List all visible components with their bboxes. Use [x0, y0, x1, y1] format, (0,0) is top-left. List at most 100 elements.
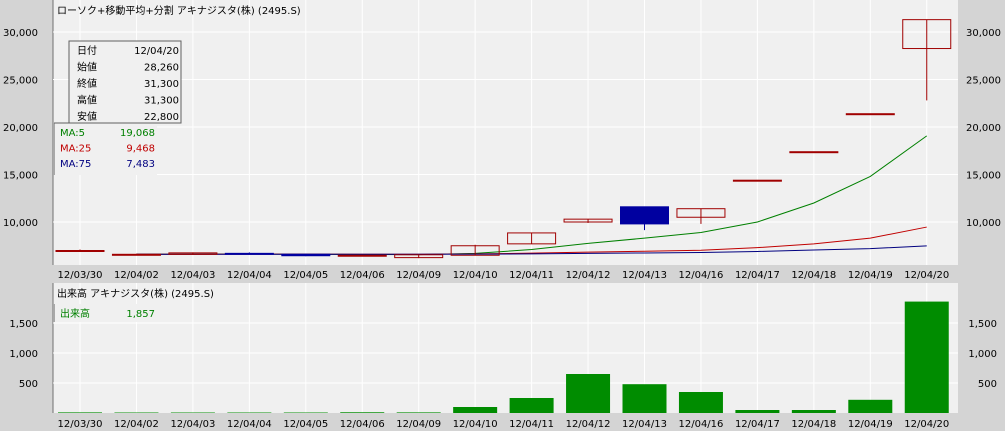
volume-legend-frame [53, 304, 157, 322]
volume-bar [904, 301, 949, 413]
y-tick-label-left: 10,000 [3, 218, 38, 229]
info-box-frame [68, 40, 182, 124]
x-tick-label: 12/03/30 [58, 270, 103, 281]
x-tick-label: 12/03/30 [58, 419, 103, 430]
volume-tick-label-left: 1,500 [9, 319, 38, 330]
x-tick-label: 12/04/10 [453, 270, 498, 281]
x-tick-label: 12/04/17 [735, 419, 780, 430]
candle-body [111, 253, 161, 256]
candle-body [450, 245, 500, 256]
volume-tick-label-right: 1,500 [968, 319, 997, 330]
x-tick-label: 12/04/05 [283, 270, 328, 281]
x-tick-label: 12/04/09 [396, 270, 441, 281]
x-tick-label: 12/04/17 [735, 270, 780, 281]
x-tick-label: 12/04/20 [904, 270, 949, 281]
candle-body [902, 19, 952, 50]
x-tick-label: 12/04/02 [114, 419, 159, 430]
candle-body [676, 208, 726, 218]
volume-bar [396, 412, 441, 413]
volume-bar [678, 392, 723, 413]
info-box: 日付 12/04/20 始値 28,260 終値 31,300 高値 31,300 安値 22,8… [53, 40, 182, 175]
x-tick-label: 12/04/16 [678, 419, 723, 430]
candle-body [507, 232, 557, 245]
info-label: 高値 [77, 94, 97, 107]
volume-bar [566, 374, 611, 413]
x-tick-label: 12/04/06 [340, 419, 385, 430]
ma-legend-frame [53, 123, 157, 175]
candle-body [168, 252, 218, 255]
ma-legend-value: 19,068 [120, 128, 155, 139]
x-tick-label: 12/04/18 [791, 270, 836, 281]
candle-body [732, 179, 782, 182]
candle-body [563, 218, 613, 223]
candle-body [789, 151, 839, 154]
x-tick-label: 12/04/03 [170, 419, 215, 430]
y-tick-label-left: 20,000 [3, 123, 38, 134]
volume-bar [848, 399, 893, 413]
info-value: 22,800 [144, 112, 179, 123]
y-tick-label-right: 30,000 [966, 28, 1001, 39]
x-tick-label: 12/04/10 [453, 419, 498, 430]
y-tick-label-left: 30,000 [3, 28, 38, 39]
x-tick-label: 12/04/12 [566, 419, 611, 430]
volume-tick-label-right: 1,000 [968, 349, 997, 360]
x-tick-label: 12/04/04 [227, 270, 272, 281]
ma-legend-value: 7,483 [126, 159, 155, 170]
info-label: 日付 [77, 44, 97, 57]
volume-bar [622, 384, 667, 413]
volume-bar [58, 412, 102, 413]
x-tick-label: 12/04/19 [848, 419, 893, 430]
x-tick-label: 12/04/12 [566, 270, 611, 281]
info-label: 終値 [77, 77, 97, 90]
candle-body [224, 252, 274, 255]
volume-tick-label-left: 500 [19, 379, 38, 390]
x-tick-label: 12/04/19 [848, 270, 893, 281]
x-tick-label: 12/04/09 [396, 419, 441, 430]
info-value: 28,260 [144, 63, 179, 74]
volume-chart-title: 出来高 アキナジスタ(株) (2495.S) [57, 287, 214, 300]
x-tick-label: 12/04/02 [114, 270, 159, 281]
ma-legend-label: MA:75 [60, 159, 91, 170]
price-panel [53, 0, 958, 265]
candle-body [845, 113, 895, 116]
info-value: 31,300 [144, 96, 179, 107]
volume-tick-label-left: 1,000 [9, 349, 38, 360]
ma-legend-value: 9,468 [126, 144, 155, 155]
info-label: 始値 [77, 61, 97, 74]
x-tick-label: 12/04/04 [227, 419, 272, 430]
info-label: 安値 [77, 110, 97, 123]
ma-legend-label: MA:25 [60, 144, 91, 155]
volume-panel [53, 283, 958, 413]
y-tick-label-right: 25,000 [966, 76, 1001, 87]
volume-bar [453, 407, 498, 413]
candle-body [55, 250, 105, 252]
volume-legend-value: 1,857 [126, 309, 155, 320]
candle-body [337, 254, 387, 257]
x-tick-label: 12/04/11 [509, 419, 554, 430]
info-value: 12/04/20 [134, 46, 179, 57]
candle-body [620, 206, 669, 225]
x-tick-label: 12/04/18 [791, 419, 836, 430]
volume-bar [340, 412, 385, 413]
x-tick-label: 12/04/20 [904, 419, 949, 430]
x-tick-label: 12/04/13 [622, 419, 667, 430]
info-value: 31,300 [144, 79, 179, 90]
volume-bar [509, 398, 554, 413]
ma-legend-label: MA:5 [60, 128, 85, 139]
x-tick-label: 12/04/03 [170, 270, 215, 281]
volume-tick-label-right: 500 [978, 379, 997, 390]
candle-body [394, 254, 444, 259]
y-tick-label-left: 15,000 [3, 171, 38, 182]
y-tick-label-right: 20,000 [966, 123, 1001, 134]
y-tick-label-right: 15,000 [966, 171, 1001, 182]
x-tick-label: 12/04/11 [509, 270, 554, 281]
volume-legend-label: 出来高 [60, 307, 90, 320]
x-tick-label: 12/04/05 [283, 419, 328, 430]
x-tick-label: 12/04/16 [678, 270, 723, 281]
y-tick-label-right: 10,000 [966, 218, 1001, 229]
y-tick-label-left: 25,000 [3, 76, 38, 87]
volume-bar [791, 410, 836, 413]
candle-body [281, 253, 331, 257]
volume-bar [735, 410, 780, 413]
